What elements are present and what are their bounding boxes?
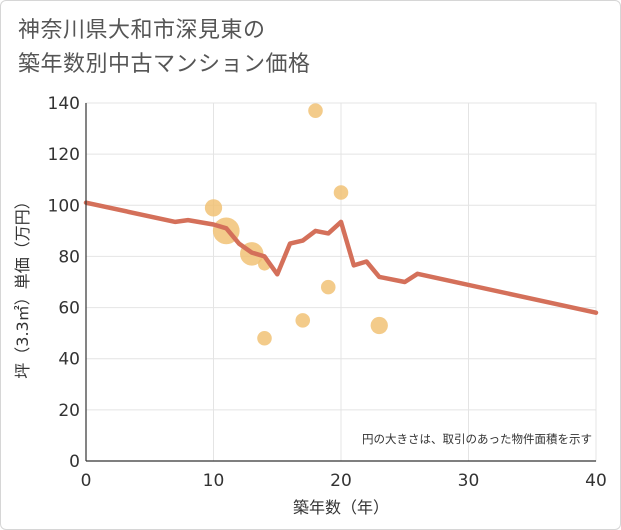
line-layer	[83, 200, 599, 315]
x-tick-label: 40	[585, 471, 607, 491]
y-tick-label: 100	[48, 196, 80, 216]
y-tick-label: 40	[58, 350, 80, 370]
chart-title: 神奈川県大和市深見東の 築年数別中古マンション価格	[18, 14, 311, 82]
chart-title-line1: 神奈川県大和市深見東の	[18, 18, 266, 43]
y-tick-label: 80	[58, 247, 80, 267]
y-tick-label: 0	[69, 452, 80, 472]
x-tick-label: 30	[458, 471, 480, 491]
x-tick-label: 20	[330, 471, 352, 491]
axis-layer: 0 20 40 60 80 100 120 140 0 10 20 30 40	[48, 94, 607, 491]
y-tick-label: 120	[48, 145, 80, 165]
y-tick-label: 140	[48, 94, 80, 114]
y-tick-label: 20	[58, 401, 80, 421]
data-point-bubble	[320, 279, 336, 295]
y-axis-title: 坪（3.3㎡）単価（万円）	[13, 193, 32, 378]
chart-title-line2: 築年数別中古マンション価格	[18, 52, 311, 77]
average-price-line	[83, 200, 599, 315]
data-point-bubble	[295, 313, 311, 328]
x-tick-label: 10	[203, 471, 225, 491]
y-tick-label: 60	[58, 299, 80, 319]
x-axis-title: 築年数（年）	[293, 498, 389, 517]
data-point-bubble	[333, 185, 349, 200]
grid-layer	[85, 102, 597, 462]
bubble-size-note: 円の大きさは、取引のあった物件面積を示す	[362, 432, 592, 446]
data-point-bubble	[204, 199, 223, 217]
data-point-bubble	[257, 330, 272, 346]
x-tick-label: 0	[81, 471, 92, 491]
data-point-bubble	[370, 316, 388, 335]
data-point-bubble	[308, 103, 323, 118]
